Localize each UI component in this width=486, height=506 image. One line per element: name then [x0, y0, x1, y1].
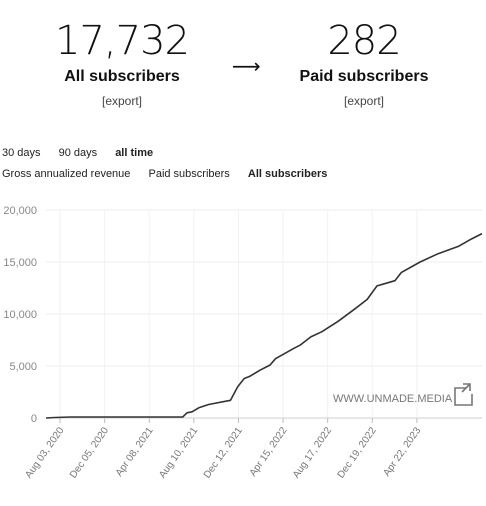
paid-subscribers-stat: 282 Paid subscribers [export]: [279, 18, 449, 108]
x-tick-label: Aug 17, 2022: [291, 425, 334, 480]
x-tick-label: Apr 15, 2022: [248, 425, 290, 479]
range-tabs: 30 days 90 days all time: [2, 147, 168, 159]
y-tick-label: 10,000: [3, 309, 37, 321]
paid-subscribers-count: 282: [327, 18, 401, 64]
x-tick-label: Apr 08, 2021: [114, 425, 156, 479]
watermark: WWW.UNMADE.MEDIA: [333, 383, 473, 406]
y-tick-label: 5,000: [9, 361, 37, 373]
tab-gross-annualized-revenue[interactable]: Gross annualized revenue: [2, 168, 131, 180]
x-tick-label: Aug 10, 2021: [157, 425, 200, 480]
paid-subscribers-label: Paid subscribers: [299, 68, 429, 85]
tab-90-days[interactable]: 90 days: [58, 147, 98, 159]
x-tick-label: Aug 03, 2020: [23, 425, 66, 480]
tab-all-subscribers[interactable]: All subscribers: [247, 168, 328, 180]
chart-grid: [46, 209, 482, 419]
all-subscribers-label: All subscribers: [64, 68, 180, 85]
external-link-icon[interactable]: [454, 383, 473, 406]
all-subscribers-count: 17,732: [55, 18, 190, 64]
x-axis: Aug 03, 2020 Dec 05, 2020 Apr 08, 2021 Aug …: [23, 417, 482, 480]
y-tick-label: 15,000: [3, 257, 37, 269]
subscribers-series-line: [45, 232, 483, 419]
paid-subscribers-export-link[interactable]: [export]: [343, 94, 385, 108]
y-tick-label: 0: [31, 413, 37, 425]
x-tick-label: Dec 12, 2021: [202, 425, 245, 480]
tab-30-days[interactable]: 30 days: [2, 147, 41, 159]
y-tick-label: 20,000: [3, 205, 37, 217]
watermark-text: WWW.UNMADE.MEDIA: [333, 393, 453, 405]
x-tick-label: Dec 19, 2022: [336, 425, 379, 480]
tab-all-time[interactable]: all time: [115, 147, 154, 159]
x-tick-label: Apr 22, 2023: [381, 425, 423, 479]
tab-paid-subscribers[interactable]: Paid subscribers: [148, 168, 230, 180]
x-tick-label: Dec 05, 2020: [68, 425, 111, 480]
all-subscribers-stat: 17,732 All subscribers [export]: [37, 18, 207, 108]
arrow-right-icon: ⟶: [232, 56, 261, 78]
metric-tabs: Gross annualized revenue Paid subscriber…: [2, 168, 342, 180]
all-subscribers-export-link[interactable]: [export]: [101, 94, 143, 108]
y-axis: 0 5,000 10,000 15,000 20,000: [3, 205, 37, 425]
